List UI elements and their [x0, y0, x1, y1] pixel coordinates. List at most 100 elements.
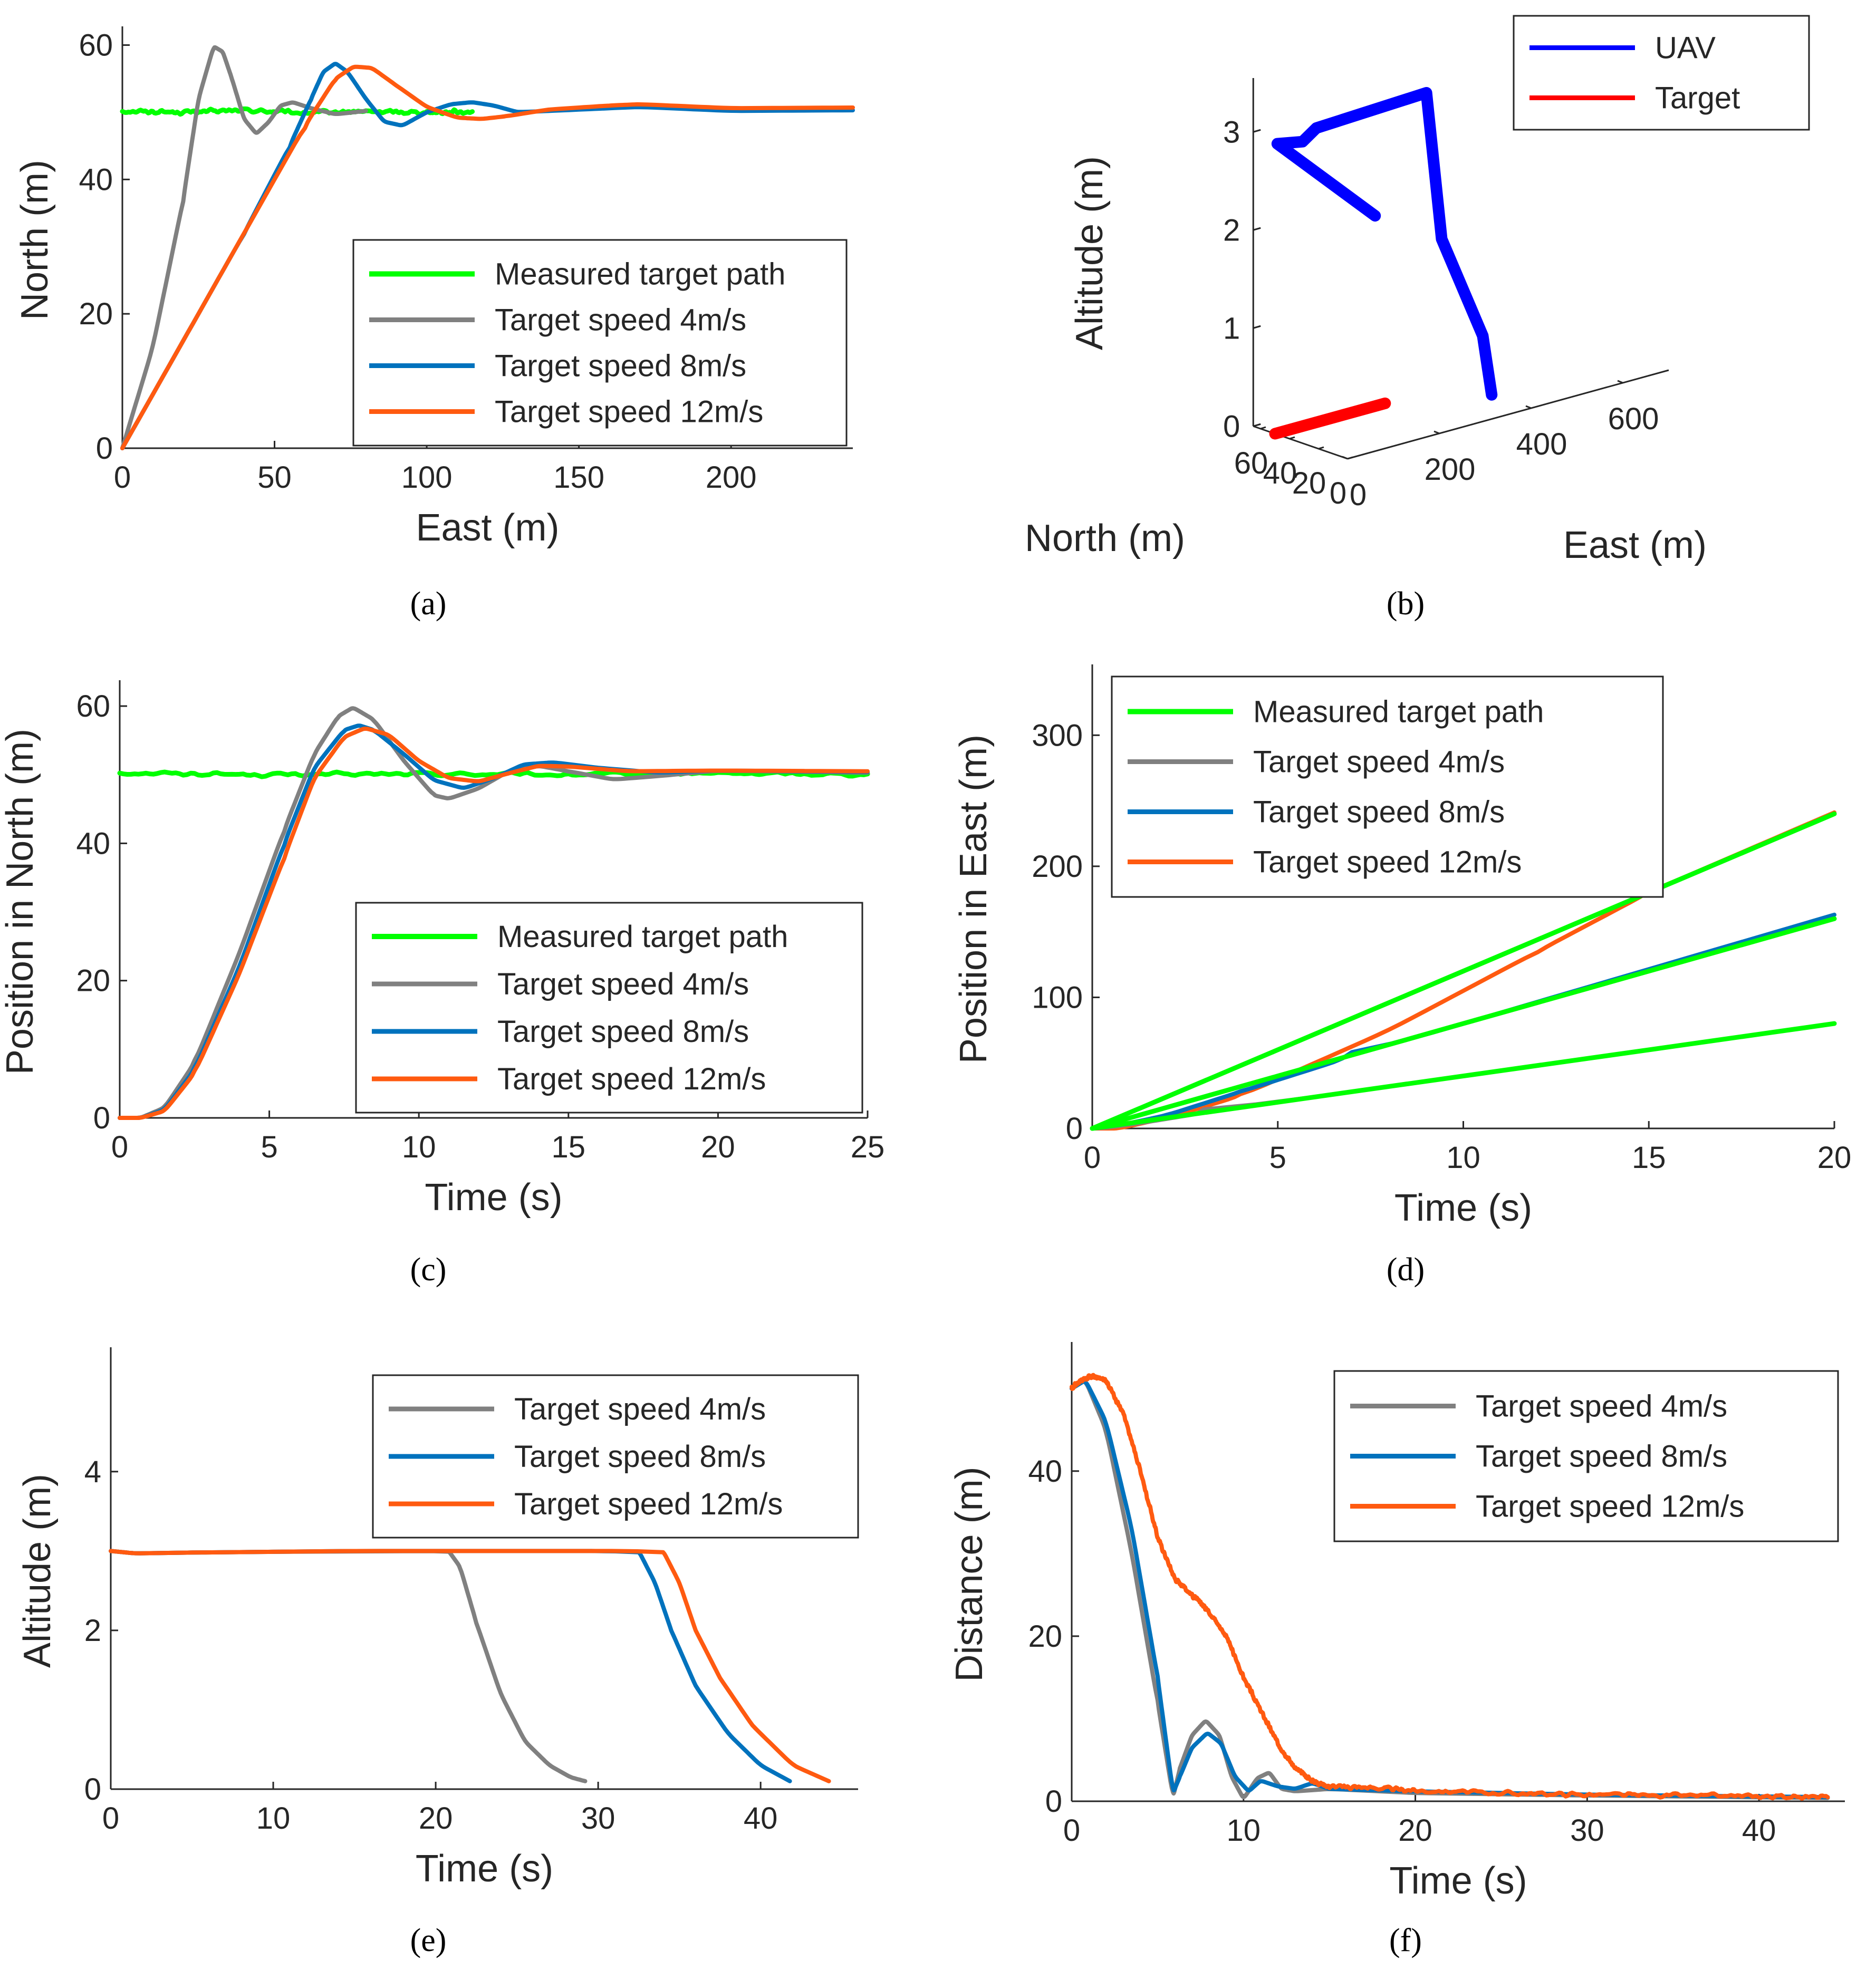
- y-tick-label: 300: [1032, 718, 1083, 752]
- x-tick-label: 20: [1817, 1141, 1852, 1175]
- legend-label: Measured target path: [1253, 695, 1544, 729]
- x-axis-label: Time (s): [416, 1848, 553, 1890]
- series-line-target-speed-4m-s: [120, 45, 368, 450]
- legend-label: Target speed 12m/s: [1476, 1490, 1744, 1524]
- x-tick-label: 0: [1063, 1813, 1080, 1848]
- north-tick-mark: [1347, 456, 1353, 460]
- z-tick-label: 3: [1223, 115, 1240, 149]
- y-tick-label: 0: [1045, 1784, 1062, 1819]
- series-line-target-speed-12m-s: [109, 1549, 831, 1783]
- z-axis-label: Altitude (m): [1069, 156, 1111, 350]
- x-tick-label: 15: [1632, 1141, 1666, 1175]
- z-tick-label: 2: [1223, 213, 1240, 247]
- legend-label: Target speed 4m/s: [1253, 745, 1505, 779]
- chart-caption: (a): [410, 586, 447, 622]
- legend-label: Target speed 8m/s: [1476, 1440, 1727, 1474]
- series-line-uav: [1271, 87, 1498, 401]
- y-tick-label: 40: [79, 162, 113, 197]
- chart-caption: (b): [1387, 586, 1425, 622]
- north-tick-mark: [1318, 446, 1324, 450]
- east-axis-label: East (m): [1563, 524, 1707, 566]
- legend-label: Measured target path: [497, 920, 788, 954]
- legend: Measured target path Target speed 4m/s Tar…: [355, 902, 863, 1114]
- z-tick-mark: [1253, 129, 1261, 133]
- y-tick-label: 60: [76, 689, 110, 723]
- north-tick-label: 0: [1330, 476, 1346, 510]
- x-axis-label: Time (s): [1394, 1187, 1532, 1229]
- x-axis-label: Time (s): [425, 1176, 562, 1219]
- series-line-target-speed-12m-s: [1070, 1373, 1830, 1801]
- x-tick-label: 10: [1446, 1141, 1480, 1175]
- x-tick-label: 0: [102, 1801, 119, 1836]
- x-tick-label: 0: [114, 460, 131, 495]
- y-tick-label: 2: [84, 1614, 101, 1648]
- legend-label: Target speed 4m/s: [495, 303, 746, 337]
- series-line-measured-target-path: [1090, 916, 1837, 1131]
- x-tick-label: 30: [1570, 1813, 1604, 1848]
- legend-label: Target speed 12m/s: [497, 1062, 766, 1096]
- series-line-measured-target-path: [120, 106, 475, 117]
- chart-c: (c) 0 5 10 15 20 25 0 20 40 60 Time (s) Position in …: [0, 680, 884, 1288]
- chart-caption: (c): [410, 1252, 447, 1288]
- east-tick-mark: [1342, 456, 1348, 460]
- z-tick-mark: [1253, 423, 1261, 427]
- x-tick-label: 15: [552, 1130, 586, 1164]
- y-tick-label: 0: [93, 1101, 110, 1135]
- series-line-target-speed-8m-s: [109, 1549, 792, 1783]
- legend-label: UAV: [1655, 31, 1716, 65]
- series-line-measured-target-path: [1090, 811, 1837, 1131]
- x-tick-label: 100: [401, 460, 453, 495]
- x-tick-label: 10: [1227, 1813, 1261, 1848]
- series-line-target-speed-4m-s: [118, 706, 870, 1120]
- x-tick-label: 50: [257, 460, 292, 495]
- legend-label: Target speed 8m/s: [1253, 795, 1505, 829]
- x-tick-label: 0: [1084, 1141, 1101, 1175]
- y-tick-label: 100: [1032, 980, 1083, 1015]
- legend-label: Measured target path: [495, 257, 785, 292]
- x-axis-label: East (m): [416, 507, 559, 549]
- east-tick-mark: [1617, 380, 1623, 384]
- north-axis: [1253, 425, 1348, 460]
- y-tick-label: 20: [76, 964, 110, 998]
- y-tick-label: 4: [84, 1455, 101, 1489]
- east-tick-mark: [1525, 405, 1532, 409]
- x-tick-label: 40: [744, 1801, 778, 1836]
- legend-label: Target speed 8m/s: [514, 1440, 766, 1474]
- y-tick-label: 200: [1032, 849, 1083, 884]
- y-tick-label: 60: [79, 28, 113, 62]
- north-axis-label: North (m): [1025, 517, 1185, 559]
- x-tick-label: 10: [256, 1801, 291, 1836]
- x-tick-label: 5: [1269, 1141, 1286, 1175]
- east-tick-label: 200: [1425, 452, 1476, 487]
- east-tick-mark: [1434, 430, 1440, 434]
- y-axis-label: Altitude (m): [16, 1474, 59, 1668]
- east-tick-label: 600: [1608, 402, 1659, 436]
- north-tick-label: 40: [1263, 456, 1297, 490]
- series-line-target-speed-12m-s: [120, 64, 855, 450]
- legend-label: Target speed 4m/s: [497, 967, 749, 1001]
- x-tick-label: 40: [1742, 1813, 1776, 1848]
- chart-e: (e) 0 10 20 30 40 0 2 4 Time (s) Altitude (m) Targe…: [16, 1347, 859, 1958]
- chart-a: (a) 0 50 100 150 200 0 20 40 60 East (m) North (m) M…: [14, 26, 855, 622]
- east-tick-label: 400: [1516, 427, 1567, 461]
- y-tick-label: 40: [76, 826, 110, 861]
- chart-f: (f) 0 10 20 30 40 0 20 40 Time (s) Distance (m) Tar…: [948, 1342, 1845, 1958]
- y-axis-label: Position in East (m): [953, 735, 995, 1064]
- legend: Target speed 4m/s Target speed 8m/s Target…: [1333, 1370, 1839, 1542]
- z-tick-label: 1: [1223, 311, 1240, 345]
- y-tick-label: 0: [1066, 1112, 1083, 1146]
- x-tick-label: 20: [1398, 1813, 1432, 1848]
- legend-label: Target speed 4m/s: [1476, 1389, 1727, 1424]
- east-tick-label: 0: [1350, 478, 1367, 512]
- x-tick-label: 20: [701, 1130, 735, 1164]
- y-axis-label: Distance (m): [948, 1466, 990, 1682]
- series-line-target-speed-4m-s: [109, 1549, 588, 1783]
- x-tick-label: 25: [851, 1130, 885, 1164]
- series-line-measured-target-path: [117, 769, 870, 779]
- north-tick-label: 60: [1234, 446, 1268, 480]
- legend-box: [1513, 15, 1810, 131]
- y-tick-label: 0: [96, 431, 113, 466]
- y-tick-label: 0: [84, 1772, 101, 1807]
- z-tick-mark: [1253, 325, 1261, 329]
- z-tick-mark: [1253, 227, 1261, 231]
